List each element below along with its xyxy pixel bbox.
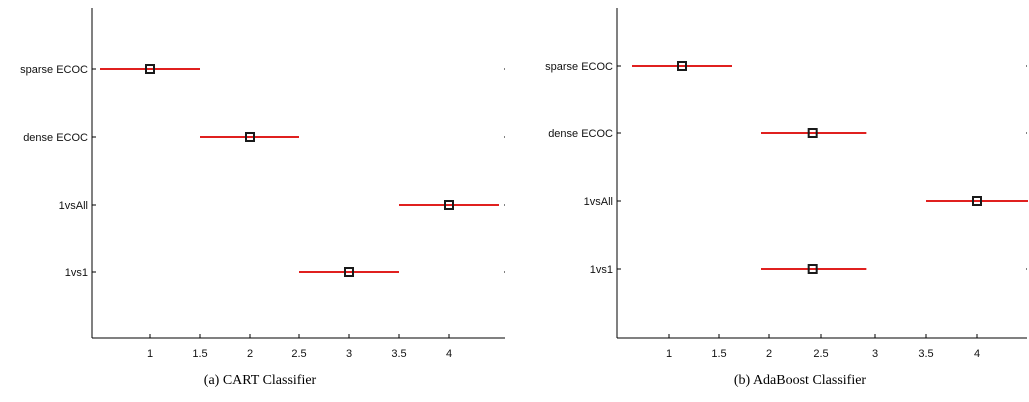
adaboost-category-label-2: 1vsAll: [584, 196, 613, 208]
adaboost-category-label-0: sparse ECOC: [545, 61, 613, 73]
cart-x-tick-label-3: 2.5: [291, 348, 306, 360]
cart-x-tick-label-5: 3.5: [391, 348, 406, 360]
cart-category-label-0: sparse ECOC: [20, 64, 88, 76]
cart-caption: (a) CART Classifier: [204, 373, 317, 388]
adaboost-panel: 1 1.5 2 2.5 3 3.5 4 sparse ECOC dense ECOC 1vsAll…: [545, 8, 1028, 388]
cart-x-tick-label-6: 4: [446, 348, 452, 360]
adaboost-mean-marker-3: [807, 264, 818, 274]
cart-mean-marker-2: [444, 200, 454, 210]
adaboost-category-label-1: dense ECOC: [548, 128, 613, 140]
adaboost-x-tick-label-0: 1: [666, 348, 672, 360]
adaboost-x-tick-label-1: 1.5: [711, 348, 726, 360]
adaboost-mean-marker-0: [677, 61, 687, 71]
cart-category-label-1: dense ECOC: [23, 132, 88, 144]
cart-category-label-2: 1vsAll: [59, 200, 88, 212]
adaboost-mean-marker-1: [807, 128, 818, 138]
cart-mean-marker-0: [145, 64, 155, 74]
cart-category-label-3: 1vs1: [65, 267, 88, 279]
cart-mean-marker-3: [344, 267, 354, 277]
cart-panel: 1 1.5 2 2.5 3 3.5 4 sparse ECOC dense ECOC 1vsAll…: [20, 8, 505, 388]
adaboost-x-tick-label-2: 2: [766, 348, 772, 360]
adaboost-category-label-3: 1vs1: [590, 264, 613, 276]
adaboost-caption: (b) AdaBoost Classifier: [734, 373, 867, 388]
adaboost-mean-marker-2: [972, 196, 982, 206]
cart-x-tick-label-2: 2: [247, 348, 253, 360]
adaboost-x-tick-label-6: 4: [974, 348, 980, 360]
adaboost-x-tick-label-3: 2.5: [813, 348, 828, 360]
cart-mean-marker-1: [245, 132, 255, 142]
cart-x-tick-label-4: 3: [346, 348, 352, 360]
adaboost-x-tick-label-4: 3: [872, 348, 878, 360]
adaboost-x-tick-label-5: 3.5: [918, 348, 933, 360]
cart-x-tick-label-0: 1: [147, 348, 153, 360]
cart-x-tick-label-1: 1.5: [192, 348, 207, 360]
